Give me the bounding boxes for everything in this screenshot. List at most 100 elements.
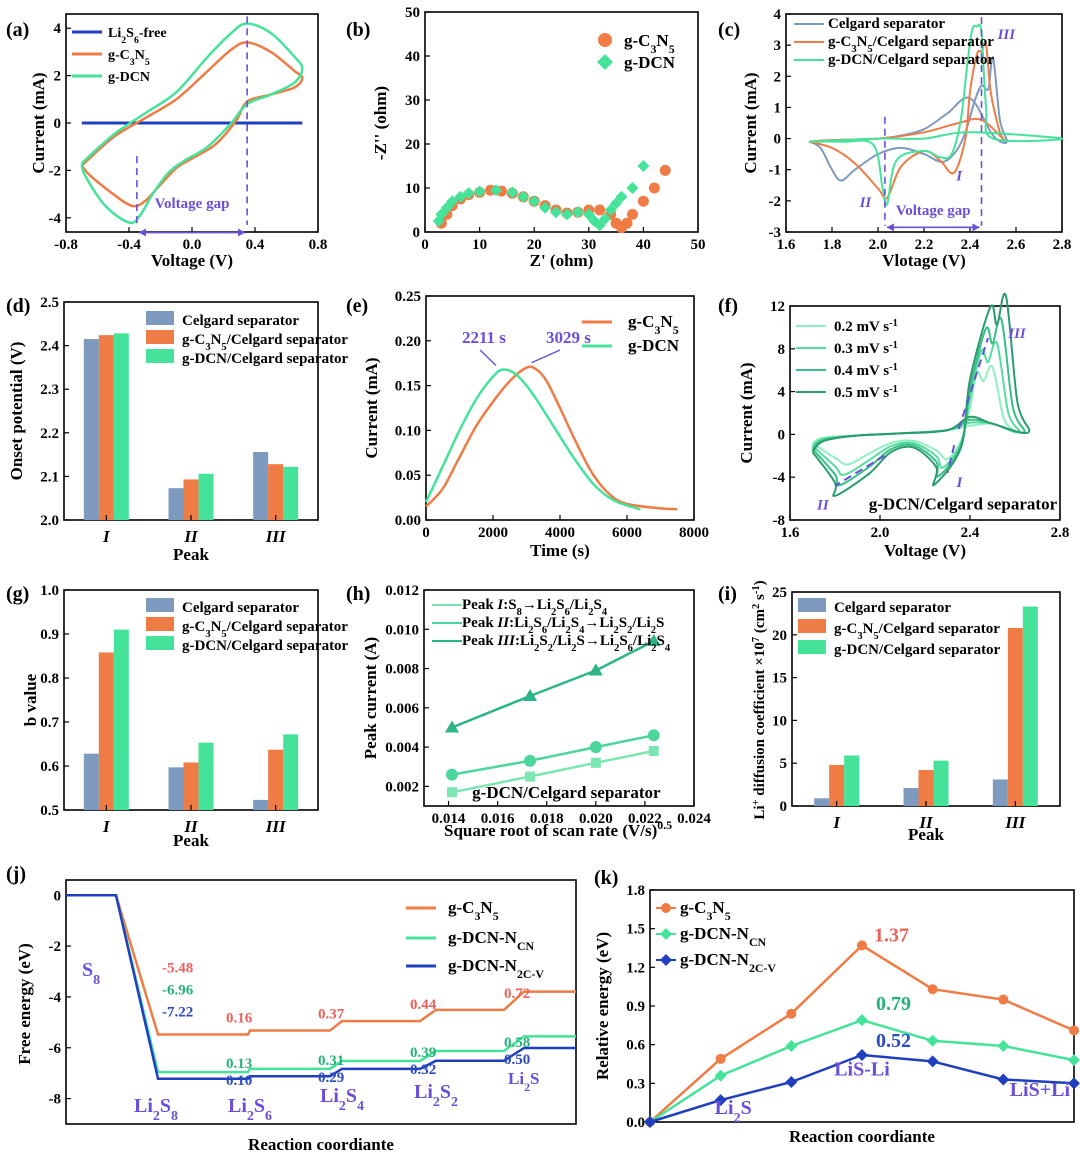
peak-label: III (997, 27, 1017, 43)
bar (183, 479, 199, 520)
x-tick-label: II (918, 813, 934, 832)
x-tick-label: III (1004, 813, 1026, 832)
x-tick-label: 0 (422, 525, 430, 541)
x-tick-label: 0.014 (432, 811, 466, 827)
bar (844, 755, 860, 806)
text-part: :Li (515, 633, 534, 649)
y-tick-label: -8 (49, 1092, 62, 1108)
data-point (525, 771, 536, 782)
x-axis-title: Time (s) (530, 541, 590, 560)
text-part: 5 (493, 909, 499, 923)
point-g-dcn (446, 195, 459, 208)
y-tick-label: 20 (772, 628, 787, 644)
energy-path (66, 894, 576, 1081)
step-label: 0.58 (504, 1035, 530, 1051)
y-tick-label: -8 (773, 513, 786, 529)
bar (903, 788, 919, 806)
bar (814, 798, 830, 806)
bar (98, 335, 114, 520)
legend-label: Celgard separator (182, 600, 299, 616)
text-part: 7 (751, 637, 762, 642)
y-tick-label: 4 (774, 7, 782, 23)
x-tick-label: 2.4 (961, 237, 980, 253)
legend-label: g-C3N5 (628, 312, 679, 337)
legend-label: g-DCN/Celgard separator (182, 638, 349, 654)
data-point (446, 787, 457, 798)
x-tick-label: 8000 (679, 525, 709, 541)
legend-label: g-DCN (628, 336, 680, 355)
peak-label: I (955, 169, 963, 185)
panel-note: g-DCN/Celgard separator (869, 494, 1058, 513)
species-label: Li2S8 (134, 1095, 178, 1124)
text-part: 2 (339, 1099, 346, 1114)
gap-label: Voltage gap (896, 203, 971, 219)
y-tick-label: 2 (54, 69, 62, 85)
panel-label: (d) (6, 295, 30, 317)
x-tick-label: 6000 (612, 525, 642, 541)
y-tick-label: 0.00 (395, 513, 421, 529)
text-part: g-DCN-N (680, 924, 750, 943)
text-part: 2 (614, 625, 619, 636)
y-tick-label: 5 (780, 756, 788, 772)
x-axis-title: Peak (173, 831, 209, 850)
point-g-dcn (626, 182, 639, 194)
data-point (714, 1069, 727, 1082)
text-part: 2 (651, 643, 656, 654)
text-part: S (346, 1085, 357, 1107)
arrow-head (972, 223, 980, 232)
point-g-dcn (599, 212, 612, 225)
text-part: 2 (614, 643, 619, 654)
data-point (1068, 1054, 1080, 1067)
x-tick-label: 2.0 (871, 525, 890, 541)
legend-marker (597, 54, 613, 70)
data-point (523, 689, 538, 702)
legend-label: g-C3N5/Celgard separator (182, 332, 348, 353)
point-g-dcn (550, 206, 563, 219)
bar (1022, 606, 1038, 806)
y-tick-label: 30 (405, 93, 420, 109)
legend-label: g-C3N5 (680, 898, 731, 923)
point-g-dcn (582, 208, 595, 221)
text-part: Square root of scan rate (V/s) (444, 821, 657, 840)
bar (253, 451, 269, 520)
text-part: 8 (93, 973, 100, 988)
point-g-c3n5 (626, 208, 638, 220)
x-axis-title: Reaction coordiante (789, 1127, 935, 1146)
text-part: Peak (462, 597, 497, 613)
species-label: Li2S2 (414, 1081, 458, 1110)
text-part: 0.2 mV s (834, 319, 889, 335)
text-part: CN (517, 939, 535, 953)
y-tick-label: 0.05 (395, 468, 421, 484)
text-part: g-C (624, 31, 650, 50)
text-part: s (752, 594, 768, 604)
bar (268, 464, 284, 520)
y-tick-label: 2.1 (40, 469, 59, 485)
text-part: diffusion coefficient ×10 (752, 642, 768, 799)
legend-label: Peak II:Li2S6/Li2S4→Li2S2/Li2S (462, 615, 664, 636)
text-part: g-DCN-N (680, 950, 750, 969)
x-tick-label: -0.8 (54, 237, 78, 253)
text-part: S (126, 26, 134, 41)
text-part: N (712, 898, 725, 917)
y-tick-label: 0.5 (40, 803, 59, 819)
text-part: →Li (522, 597, 551, 613)
point-g-c3n5 (659, 164, 671, 176)
point-g-dcn (539, 201, 552, 214)
text-part: 2 (524, 1080, 530, 1094)
step-label: 0.10 (226, 1073, 252, 1089)
x-tick-label: 2.4 (961, 525, 980, 541)
text-part: 5 (145, 57, 150, 68)
text-part: 8 (171, 1109, 178, 1124)
text-part: S (619, 633, 627, 649)
data-point (648, 746, 659, 757)
text-part: 5 (873, 631, 878, 642)
legend-label: g-C3N5/Celgard separator (834, 621, 1000, 642)
bar (268, 749, 284, 810)
panel-label: (i) (718, 583, 737, 605)
text-part: /Li (632, 633, 651, 649)
step-label: 0.39 (410, 1045, 436, 1061)
point-g-c3n5 (621, 217, 633, 229)
x-tick-label: 0 (421, 237, 429, 253)
y-axis-title: Current (mA) (362, 357, 381, 458)
legend-marker (660, 928, 672, 940)
